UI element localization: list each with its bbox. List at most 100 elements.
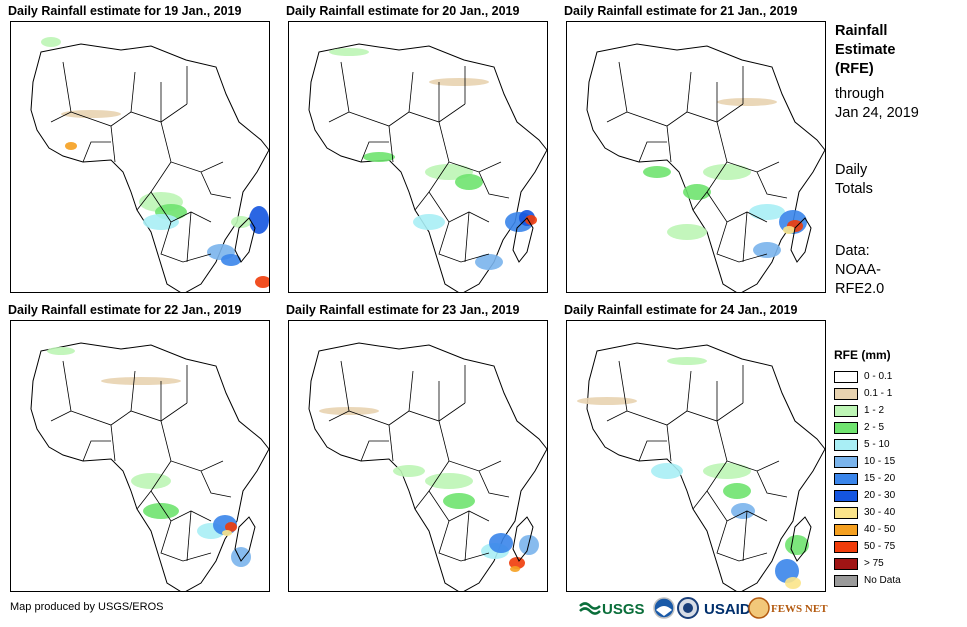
africa-map [308,342,547,591]
country-border [438,221,490,263]
rainfall-patch [509,557,525,569]
rainfall-patch [577,397,637,405]
country-border [160,121,224,173]
country-border [756,470,788,498]
rainfall-patch [131,473,171,489]
rainfall-patch [61,110,121,118]
country-border [130,370,136,412]
rainfall-patch [47,347,75,355]
legend-label: 30 - 40 [864,507,896,518]
legend-label: No Data [864,575,901,586]
country-border [110,125,116,163]
map-panel-3: Daily Rainfall estimate for 21 Jan., 201… [564,4,826,294]
country-border [716,221,768,263]
rainfall-patch [525,215,537,225]
rfe-legend: RFE (mm) 0 - 0.1 0.1 - 1 1 - 2 2 - 5 5 - 10 1… [834,348,901,589]
rainfall-patch [231,216,251,228]
legend-item: 15 - 20 [834,470,901,487]
svg-text:USAID: USAID [704,601,751,618]
country-border [200,171,232,199]
country-border [408,71,414,113]
country-border [716,520,768,562]
usaid-logo: USAID [704,601,751,618]
legend-swatch [834,540,858,553]
country-border [438,420,502,472]
legend-title: RFE (mm) [834,348,891,362]
legend-item: 20 - 30 [834,487,901,504]
country-border [638,440,667,462]
rainfall-patch [429,78,489,86]
legend-swatch [834,506,858,519]
svg-text:USGS: USGS [602,601,645,618]
map-credit: Map produced by USGS/EROS [10,601,164,613]
rainfall-patch [65,142,77,150]
rainfall-patch [651,463,683,479]
rainfall-patch [249,206,269,234]
legend-swatch [834,472,858,485]
rainfall-patch [143,214,179,230]
legend-item: 30 - 40 [834,504,901,521]
legend-label: 50 - 75 [864,541,896,552]
legend-label: 0.1 - 1 [864,388,893,399]
rainfall-patch [475,254,503,270]
country-border [136,191,152,211]
country-border [130,71,136,113]
legend-label: 40 - 50 [864,524,896,535]
legend-swatch [834,370,858,383]
country-border [136,490,152,510]
country-border [82,141,111,163]
noaa-logo [653,597,675,619]
map-panel-4: Daily Rainfall estimate for 22 Jan., 201… [8,303,270,593]
country-border [756,171,788,199]
legend-label: 10 - 15 [864,456,896,467]
rainfall-patch [413,214,445,230]
rainfall-patch [101,377,181,385]
doi-seal [677,597,699,619]
country-border [692,191,708,211]
country-border [478,171,510,199]
legend-label: 20 - 30 [864,490,896,501]
rainfall-patch [749,204,785,220]
rainfall-patch [222,530,232,536]
panel-title: Daily Rainfall estimate for 23 Jan., 201… [286,303,520,317]
rainfall-patch [489,533,513,553]
country-border [360,440,389,462]
rainfall-patch [225,522,237,532]
legend-label: > 75 [864,558,884,569]
rainfall-patch [231,547,251,567]
legend-swatch [834,523,858,536]
totals-label: Daily Totals [835,162,873,197]
legend-label: 5 - 10 [864,439,890,450]
map-panel-1: Daily Rainfall estimate for 19 Jan., 201… [8,4,270,294]
madagascar-outline [790,516,812,562]
legend-label: 15 - 20 [864,473,896,484]
country-border [186,510,192,562]
rainfall-patch [785,535,809,555]
country-border [360,141,389,163]
africa-coastline [586,43,825,292]
country-border [414,191,430,211]
rainfall-map [566,21,826,293]
africa-map [308,43,547,292]
legend-item: 1 - 2 [834,402,901,419]
africa-coastline [586,342,825,591]
country-border [666,125,672,163]
madagascar-outline [790,217,812,263]
country-border [742,510,748,562]
rainfall-patch [393,465,425,477]
legend-swatch [834,404,858,417]
map-panel-6: Daily Rainfall estimate for 24 Jan., 201… [564,303,826,593]
rainfall-patch [667,224,707,240]
legend-swatch [834,574,858,587]
country-border [438,520,490,562]
legend-label: 1 - 2 [864,405,885,416]
rainfall-map [288,320,548,592]
rainfall-patch [221,254,241,266]
legend-item: 5 - 10 [834,436,901,453]
country-border [82,440,111,462]
africa-coastline [30,43,269,292]
legend-item: 2 - 5 [834,419,901,436]
legend-item: > 75 [834,555,901,572]
through-date: through Jan 24, 2019 [835,86,919,121]
country-border [716,420,780,472]
